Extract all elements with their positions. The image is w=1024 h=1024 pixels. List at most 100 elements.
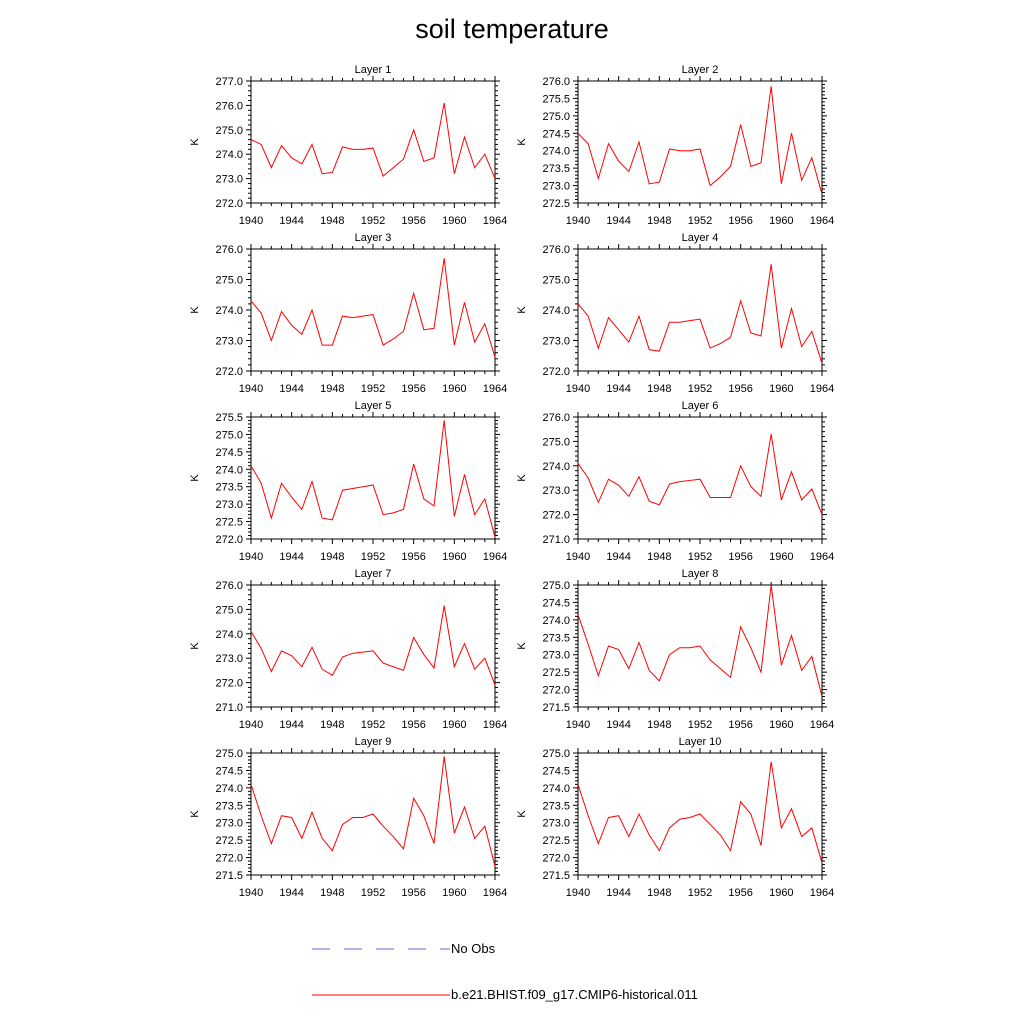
y-tick-label: 272.0 — [215, 853, 243, 865]
y-tick-label: 271.0 — [542, 534, 570, 546]
series-line-model — [250, 756, 496, 867]
series-line-model — [250, 420, 496, 538]
x-tick-label: 1960 — [442, 383, 466, 395]
y-tick-label: 272.5 — [215, 517, 243, 529]
x-tick-label: 1940 — [239, 887, 263, 899]
x-tick-label: 1944 — [279, 719, 303, 731]
x-tick-label: 1948 — [320, 887, 344, 899]
x-tick-label: 1944 — [606, 719, 630, 731]
x-tick-label: 1960 — [442, 551, 466, 563]
chart-panel-7: Layer 7 K 271.0 272.0 273.0 274.0 275.0 276.0 19… — [189, 568, 507, 731]
y-tick-label: 273.0 — [542, 818, 570, 830]
x-tick-label: 1964 — [483, 551, 507, 563]
chart-panel-6: Layer 6 K 271.0 272.0 273.0 274.0 275.0 276.0 19… — [516, 400, 834, 563]
plot-frame — [250, 80, 496, 204]
x-tick-label: 1964 — [483, 215, 507, 227]
panel-title: Layer 1 — [355, 64, 392, 76]
y-tick-label: 273.5 — [542, 800, 570, 812]
x-tick-label: 1956 — [728, 215, 752, 227]
y-tick-label: 274.0 — [542, 615, 570, 627]
y-tick-label: 275.5 — [542, 93, 570, 105]
x-tick-label: 1956 — [401, 215, 425, 227]
y-axis-label: K — [189, 474, 201, 482]
x-tick-label: 1956 — [728, 383, 752, 395]
y-axis-label: K — [516, 474, 528, 482]
y-axis-label: K — [516, 810, 528, 818]
x-tick-label: 1952 — [361, 551, 385, 563]
x-tick-label: 1948 — [647, 383, 671, 395]
x-tick-label: 1964 — [483, 887, 507, 899]
y-tick-label: 274.0 — [215, 305, 243, 317]
y-tick-label: 271.5 — [215, 870, 243, 882]
series-line-model — [250, 258, 496, 358]
x-tick-label: 1964 — [810, 551, 834, 563]
y-tick-label: 273.0 — [215, 653, 243, 665]
x-tick-label: 1940 — [566, 551, 590, 563]
series-line-model — [577, 264, 823, 364]
x-tick-label: 1956 — [728, 887, 752, 899]
plot-frame — [577, 80, 823, 204]
y-tick-label: 274.0 — [215, 149, 243, 161]
panel-title: Layer 7 — [355, 568, 392, 580]
x-tick-label: 1960 — [769, 719, 793, 731]
series-line-model — [577, 433, 823, 515]
plot-frame — [250, 416, 496, 540]
x-tick-label: 1940 — [566, 215, 590, 227]
x-tick-label: 1952 — [361, 719, 385, 731]
y-tick-label: 274.0 — [542, 305, 570, 317]
x-tick-label: 1948 — [647, 215, 671, 227]
y-tick-label: 274.0 — [215, 629, 243, 641]
y-tick-label: 274.0 — [542, 146, 570, 158]
y-tick-label: 273.0 — [542, 336, 570, 348]
y-tick-label: 276.0 — [215, 100, 243, 112]
y-tick-label: 276.0 — [215, 244, 243, 256]
x-tick-label: 1956 — [401, 887, 425, 899]
y-tick-label: 272.0 — [215, 534, 243, 546]
x-tick-label: 1952 — [361, 215, 385, 227]
plot-frame — [577, 248, 823, 372]
x-tick-label: 1948 — [320, 383, 344, 395]
x-tick-label: 1960 — [769, 887, 793, 899]
x-tick-label: 1940 — [566, 383, 590, 395]
x-tick-label: 1956 — [401, 383, 425, 395]
x-tick-label: 1964 — [810, 383, 834, 395]
y-axis-label: K — [189, 642, 201, 650]
y-tick-label: 275.0 — [542, 111, 570, 123]
y-tick-label: 272.5 — [542, 835, 570, 847]
x-tick-label: 1952 — [688, 719, 712, 731]
x-tick-label: 1940 — [239, 383, 263, 395]
y-tick-label: 272.0 — [542, 685, 570, 697]
x-tick-label: 1952 — [688, 383, 712, 395]
y-tick-label: 274.5 — [542, 597, 570, 609]
x-tick-label: 1948 — [320, 215, 344, 227]
x-tick-label: 1952 — [688, 215, 712, 227]
plot-frame — [577, 416, 823, 540]
panel-title: Layer 8 — [682, 568, 719, 580]
x-tick-label: 1944 — [279, 215, 303, 227]
y-tick-label: 273.0 — [215, 499, 243, 511]
x-tick-label: 1940 — [566, 719, 590, 731]
x-tick-label: 1948 — [647, 719, 671, 731]
panel-title: Layer 4 — [682, 232, 719, 244]
x-tick-label: 1964 — [810, 215, 834, 227]
y-tick-label: 276.0 — [215, 580, 243, 592]
y-tick-label: 277.0 — [215, 76, 243, 88]
x-tick-label: 1944 — [279, 887, 303, 899]
x-tick-label: 1944 — [279, 383, 303, 395]
y-tick-label: 275.0 — [215, 125, 243, 137]
y-tick-label: 275.0 — [215, 604, 243, 616]
y-tick-label: 274.0 — [542, 461, 570, 473]
y-tick-label: 273.5 — [542, 632, 570, 644]
y-tick-label: 275.0 — [215, 748, 243, 760]
y-axis-label: K — [516, 642, 528, 650]
x-tick-label: 1940 — [239, 215, 263, 227]
y-tick-label: 273.5 — [542, 163, 570, 175]
x-tick-label: 1960 — [769, 215, 793, 227]
x-tick-label: 1944 — [279, 551, 303, 563]
x-tick-label: 1940 — [239, 719, 263, 731]
panel-title: Layer 3 — [355, 232, 392, 244]
y-tick-label: 274.5 — [215, 765, 243, 777]
y-tick-label: 274.0 — [215, 464, 243, 476]
y-tick-label: 275.5 — [215, 412, 243, 424]
y-tick-label: 275.0 — [542, 748, 570, 760]
